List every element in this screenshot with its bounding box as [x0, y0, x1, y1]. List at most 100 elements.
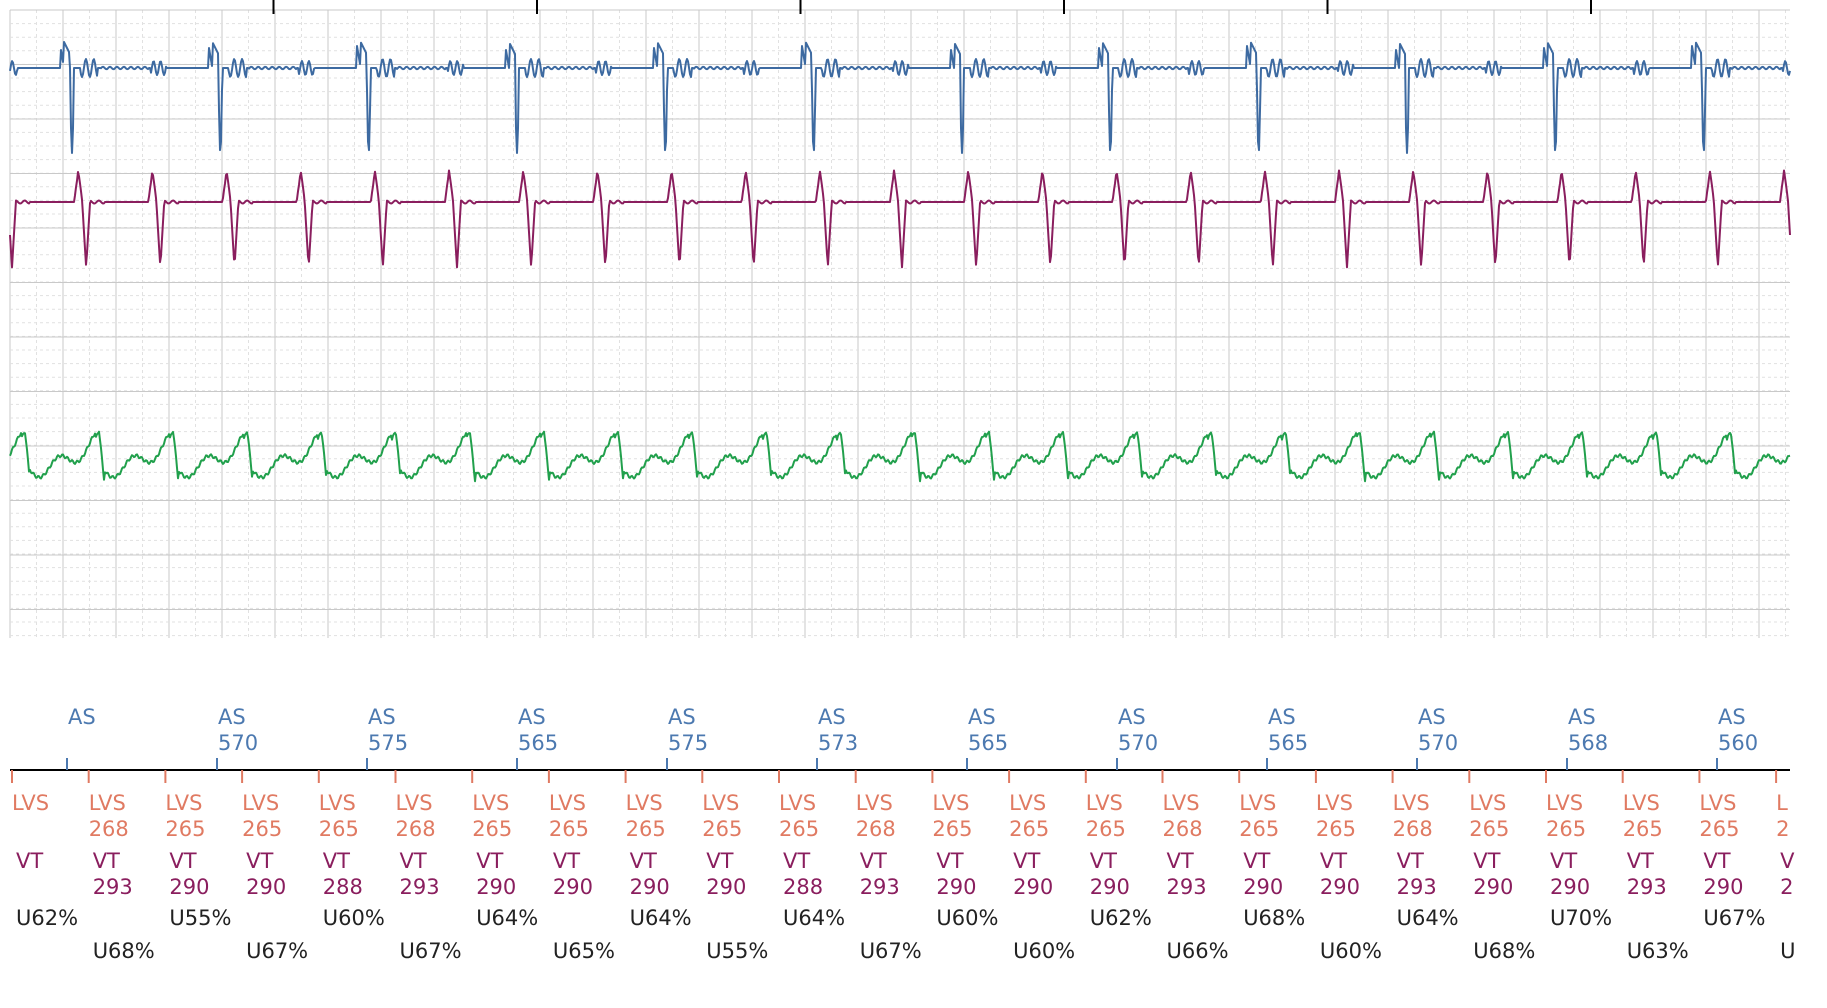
vt-interval-value: 290 [169, 875, 209, 899]
lvs-interval-value: 265 [1699, 817, 1739, 841]
lvs-interval-value: 265 [1546, 817, 1586, 841]
vt-interval-value: 290 [1243, 875, 1283, 899]
vt-marker-label: VT [1550, 849, 1577, 873]
marker-channel: AS AS570AS575AS565AS575AS573AS565AS570AS5… [10, 705, 1795, 963]
lvs-interval-value: 265 [242, 817, 282, 841]
atrial-interval-value: 573 [818, 731, 858, 755]
vt-marker-label: VT [860, 849, 887, 873]
lvs-interval-value: 265 [1316, 817, 1356, 841]
atrial-marker-label: AS [68, 705, 96, 729]
lvs-marker-label: LVS [1086, 791, 1123, 815]
atrial-interval-value: 575 [368, 731, 408, 755]
lvs-interval-value: 265 [702, 817, 742, 841]
vt-interval-value: 288 [783, 875, 823, 899]
vt-interval-value: 290 [1703, 875, 1743, 899]
atrial-interval-value: 565 [968, 731, 1008, 755]
vt-marker-label: VT [1090, 849, 1117, 873]
vt-interval-value: 293 [93, 875, 133, 899]
lvs-marker-label: LVS [165, 791, 202, 815]
atrial-marker-label: AS [1268, 705, 1296, 729]
percent-label: U60% [936, 906, 998, 930]
lvs-marker-label: LVS [702, 791, 739, 815]
percent-label: U60% [1013, 939, 1075, 963]
atrial-marker-label: AS [1568, 705, 1596, 729]
vt-interval-value: 290 [706, 875, 746, 899]
lvs-interval-value: 268 [396, 817, 436, 841]
vt-marker-label: VT [1627, 849, 1654, 873]
vt-marker-label: VT [169, 849, 196, 873]
lvs-interval-value: 265 [626, 817, 666, 841]
atrial-marker-label: AS [668, 705, 696, 729]
chart-grid [9, 9, 1790, 638]
lvs-marker-label: LVS [319, 791, 356, 815]
vt-interval-value: 290 [1013, 875, 1053, 899]
lvs-interval-value: 268 [1393, 817, 1433, 841]
vt-marker-label: VT [630, 849, 657, 873]
vt-interval-value: 290 [1473, 875, 1513, 899]
lvs-marker-label: LVS [1699, 791, 1736, 815]
vt-interval-value: 293 [1627, 875, 1667, 899]
vt-interval-value: 290 [476, 875, 516, 899]
percent-label: U55% [706, 939, 768, 963]
lvs-interval-value: 265 [1009, 817, 1049, 841]
percent-label: U60% [1320, 939, 1382, 963]
atrial-marker-label: AS [968, 705, 996, 729]
percent-label: U65% [553, 939, 615, 963]
percent-label: U67% [860, 939, 922, 963]
lvs-marker-label: LVS [1393, 791, 1430, 815]
lvs-interval-value: 265 [779, 817, 819, 841]
lvs-marker-label: LVS [1546, 791, 1583, 815]
percent-label: U70% [1550, 906, 1612, 930]
percent-label: U67% [400, 939, 462, 963]
lvs-marker-label: LVS [932, 791, 969, 815]
percent-label: U68% [1243, 906, 1305, 930]
vt-interval-value: 290 [936, 875, 976, 899]
lvs-marker-label: LVS [472, 791, 509, 815]
percent-label: U67% [246, 939, 308, 963]
channel-3-trace [9, 430, 1791, 483]
percent-label: U64% [476, 906, 538, 930]
vt-marker-label: VT [400, 849, 427, 873]
atrial-interval-value: 565 [518, 731, 558, 755]
vt-marker-label: VT [1013, 849, 1040, 873]
lvs-marker-label: LVS [242, 791, 279, 815]
atrial-marker-label: AS [1418, 705, 1446, 729]
vt-interval-value: 2 [1780, 875, 1793, 899]
lvs-marker-label: L [1776, 791, 1788, 815]
atrial-interval-value: 568 [1568, 731, 1608, 755]
lvs-marker-label: LVS [1239, 791, 1276, 815]
vt-marker-label: VT [246, 849, 273, 873]
percent-label: U64% [783, 906, 845, 930]
lvs-marker-label: LVS [856, 791, 893, 815]
atrial-marker-label: AS [1718, 705, 1746, 729]
atrial-interval-value: 570 [1418, 731, 1458, 755]
percent-label: U64% [1397, 906, 1459, 930]
lvs-marker-label: LVS [1316, 791, 1353, 815]
atrial-interval-value: 570 [1118, 731, 1158, 755]
lvs-interval-value: 268 [89, 817, 129, 841]
percent-label: U62% [16, 906, 78, 930]
lvs-interval-value: 265 [1239, 817, 1279, 841]
lvs-interval-value: 268 [1163, 817, 1203, 841]
percent-label: U68% [1473, 939, 1535, 963]
lvs-interval-value: 265 [319, 817, 359, 841]
vt-marker-label: VT [16, 849, 43, 873]
atrial-marker-label: AS [1118, 705, 1146, 729]
lvs-marker-label: LVS [89, 791, 126, 815]
lvs-interval-value: 2 [1776, 817, 1789, 841]
vt-interval-value: 290 [1550, 875, 1590, 899]
percent-label: U66% [1167, 939, 1229, 963]
lvs-marker-label: LVS [626, 791, 663, 815]
vt-interval-value: 290 [246, 875, 286, 899]
vt-interval-value: 290 [1320, 875, 1360, 899]
atrial-marker-label: AS [818, 705, 846, 729]
vt-marker-label: VT [1243, 849, 1270, 873]
vt-marker-label: VT [476, 849, 503, 873]
lvs-interval-value: 265 [549, 817, 589, 841]
vt-interval-value: 290 [553, 875, 593, 899]
percent-label: U63% [1627, 939, 1689, 963]
lvs-marker-label: LVS [1163, 791, 1200, 815]
lvs-interval-value: 265 [1469, 817, 1509, 841]
lvs-interval-value: 265 [165, 817, 205, 841]
lvs-marker-label: LVS [1009, 791, 1046, 815]
